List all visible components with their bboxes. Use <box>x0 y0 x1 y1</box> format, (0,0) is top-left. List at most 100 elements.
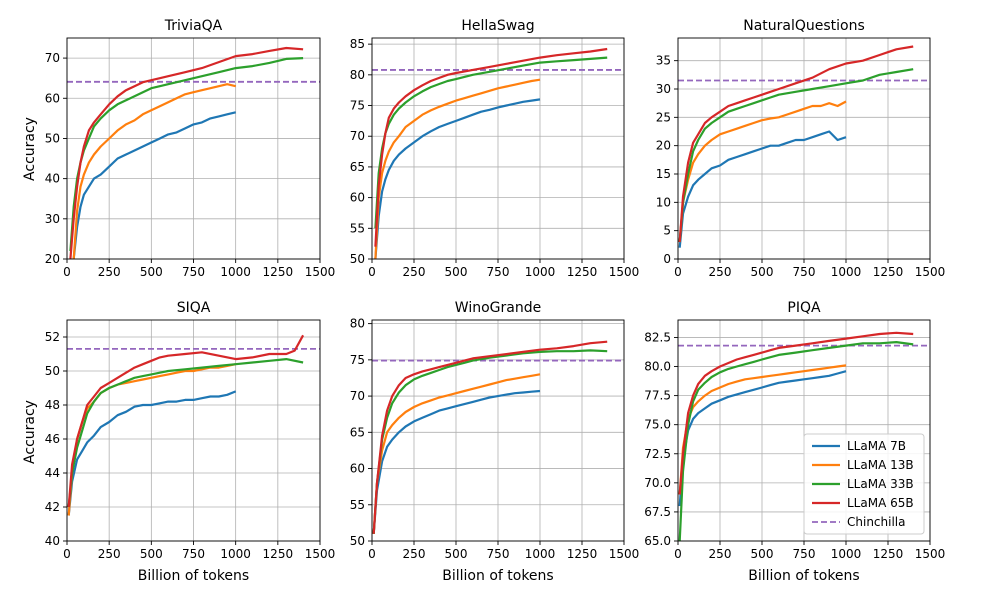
x-tick-label: 0 <box>674 547 682 561</box>
y-tick-label: 52 <box>45 330 60 344</box>
y-tick-label: 0 <box>663 252 671 266</box>
series-line-llama-33b <box>678 341 914 541</box>
panel-title: PIQA <box>787 300 821 316</box>
y-tick-label: 80.0 <box>644 360 671 374</box>
legend-label-llama-33b: LLaMA 33B <box>847 477 914 491</box>
legend-label-llama-7b: LLaMA 7B <box>847 439 906 453</box>
x-tick-label: 250 <box>709 265 732 279</box>
legend-label-llama-65b: LLaMA 65B <box>847 496 914 510</box>
series-line-llama-65b <box>374 47 608 247</box>
y-tick-label: 75 <box>350 99 365 113</box>
series-line-llama-7b <box>72 111 236 259</box>
x-tick-label: 1500 <box>609 547 640 561</box>
y-tick-label: 82.5 <box>644 330 671 344</box>
y-tick-label: 50 <box>45 364 60 378</box>
x-tick-label: 1500 <box>305 547 336 561</box>
y-tick-label: 60 <box>350 191 365 205</box>
panel-siqa: 0 250 500 750 1000 1250 1500 40 42 44 46 48 50 52 SIQA… <box>45 300 336 584</box>
y-tick-label: 50 <box>350 534 365 548</box>
x-tick-label: 500 <box>140 547 163 561</box>
series-line-llama-65b <box>678 45 914 243</box>
x-tick-label: 750 <box>182 265 205 279</box>
panel-title: SIQA <box>177 300 211 316</box>
y-tick-label: 15 <box>656 167 671 181</box>
panel-title: NaturalQuestions <box>743 18 865 34</box>
x-tick-label: 1000 <box>831 265 862 279</box>
x-tick-label: 0 <box>63 547 71 561</box>
series-line-llama-13b <box>678 100 847 243</box>
y-tick-label: 67.5 <box>644 505 671 519</box>
panel-piqa: 0 250 500 750 1000 1250 1500 65.0 67.5 70.0 72.5 75… <box>644 300 945 584</box>
series-line-llama-65b <box>372 340 608 534</box>
x-tick-label: 500 <box>445 265 468 279</box>
y-tick-label: 40 <box>45 534 60 548</box>
y-tick-label: 55 <box>350 498 365 512</box>
series-line-llama-7b <box>374 98 541 259</box>
x-tick-label: 1500 <box>305 265 336 279</box>
series-line-llama-65b <box>69 46 304 259</box>
y-tick-label: 75 <box>350 353 365 367</box>
y-tick-label: 50 <box>45 131 60 145</box>
y-axis-label-top-row: Accuracy <box>22 117 38 181</box>
y-axis-label-bottom-row: Accuracy <box>22 400 38 464</box>
x-tick-label: 500 <box>751 265 774 279</box>
x-tick-label: 1000 <box>525 547 556 561</box>
panel-naturalquestions: 0 250 500 750 1000 1250 1500 0 5 10 15 20 25 30 35 Natu… <box>656 18 946 279</box>
y-tick-label: 10 <box>656 195 671 209</box>
y-tick-label: 65 <box>350 425 365 439</box>
series-line-llama-13b <box>678 364 847 495</box>
y-tick-label: 44 <box>45 466 60 480</box>
panel-title: WinoGrande <box>455 300 541 316</box>
series-line-llama-33b <box>372 349 608 534</box>
x-axis-label: Billion of tokens <box>138 568 249 584</box>
x-tick-label: 1000 <box>220 265 251 279</box>
y-tick-label: 20 <box>45 252 60 266</box>
y-tick-label: 85 <box>350 37 365 51</box>
y-tick-label: 5 <box>663 224 671 238</box>
x-tick-label: 1250 <box>567 265 598 279</box>
x-tick-label: 1000 <box>220 547 251 561</box>
x-tick-label: 500 <box>751 547 774 561</box>
x-tick-label: 1500 <box>915 265 946 279</box>
x-tick-label: 500 <box>445 547 468 561</box>
y-tick-label: 46 <box>45 432 60 446</box>
y-tick-label: 42 <box>45 500 60 514</box>
y-tick-label: 25 <box>656 110 671 124</box>
x-tick-label: 1250 <box>873 547 904 561</box>
x-tick-label: 1250 <box>567 547 598 561</box>
y-tick-label: 60 <box>45 91 60 105</box>
series-line-llama-33b <box>67 358 304 508</box>
legend: LLaMA 7B LLaMA 13B LLaMA 33B LLaMA 65B Chinc… <box>803 433 925 535</box>
series-line-llama-13b <box>374 78 541 259</box>
series-line-llama-65b <box>678 331 914 495</box>
x-tick-label: 250 <box>98 265 121 279</box>
y-tick-label: 40 <box>45 172 60 186</box>
panel-winogrande: 0 250 500 750 1000 1250 1500 50 55 60 65 70 75 80 Wino… <box>350 300 640 584</box>
y-tick-label: 80 <box>350 68 365 82</box>
y-tick-label: 60 <box>350 462 365 476</box>
y-tick-label: 50 <box>350 252 365 266</box>
x-tick-label: 750 <box>793 265 816 279</box>
x-tick-label: 500 <box>140 265 163 279</box>
x-tick-label: 250 <box>709 547 732 561</box>
y-tick-label: 80 <box>350 317 365 331</box>
series-line-llama-7b <box>372 389 541 534</box>
legend-label-chinchilla: Chinchilla <box>847 515 905 529</box>
panel-hellaswag: 0 250 500 750 1000 1250 1500 50 55 60 65 70 75 80 85 He… <box>350 18 640 279</box>
series-line-llama-65b <box>67 334 305 508</box>
x-tick-label: 250 <box>98 547 121 561</box>
y-tick-label: 70 <box>45 51 60 65</box>
y-tick-label: 70.0 <box>644 476 671 490</box>
x-tick-label: 1500 <box>915 547 946 561</box>
x-axis-label: Billion of tokens <box>442 568 553 584</box>
series-line-llama-7b <box>678 370 847 507</box>
x-tick-label: 0 <box>368 265 376 279</box>
y-tick-label: 20 <box>656 139 671 153</box>
x-tick-label: 750 <box>182 547 205 561</box>
y-tick-label: 75.0 <box>644 418 671 432</box>
series-line-llama-33b <box>678 68 914 243</box>
x-tick-label: 1000 <box>525 265 556 279</box>
panel-triviaqa: 0 250 500 750 1000 1250 1500 20 30 40 50 60 70 Trivia… <box>45 18 336 279</box>
x-tick-label: 0 <box>368 547 376 561</box>
series-line-llama-7b <box>67 390 237 516</box>
